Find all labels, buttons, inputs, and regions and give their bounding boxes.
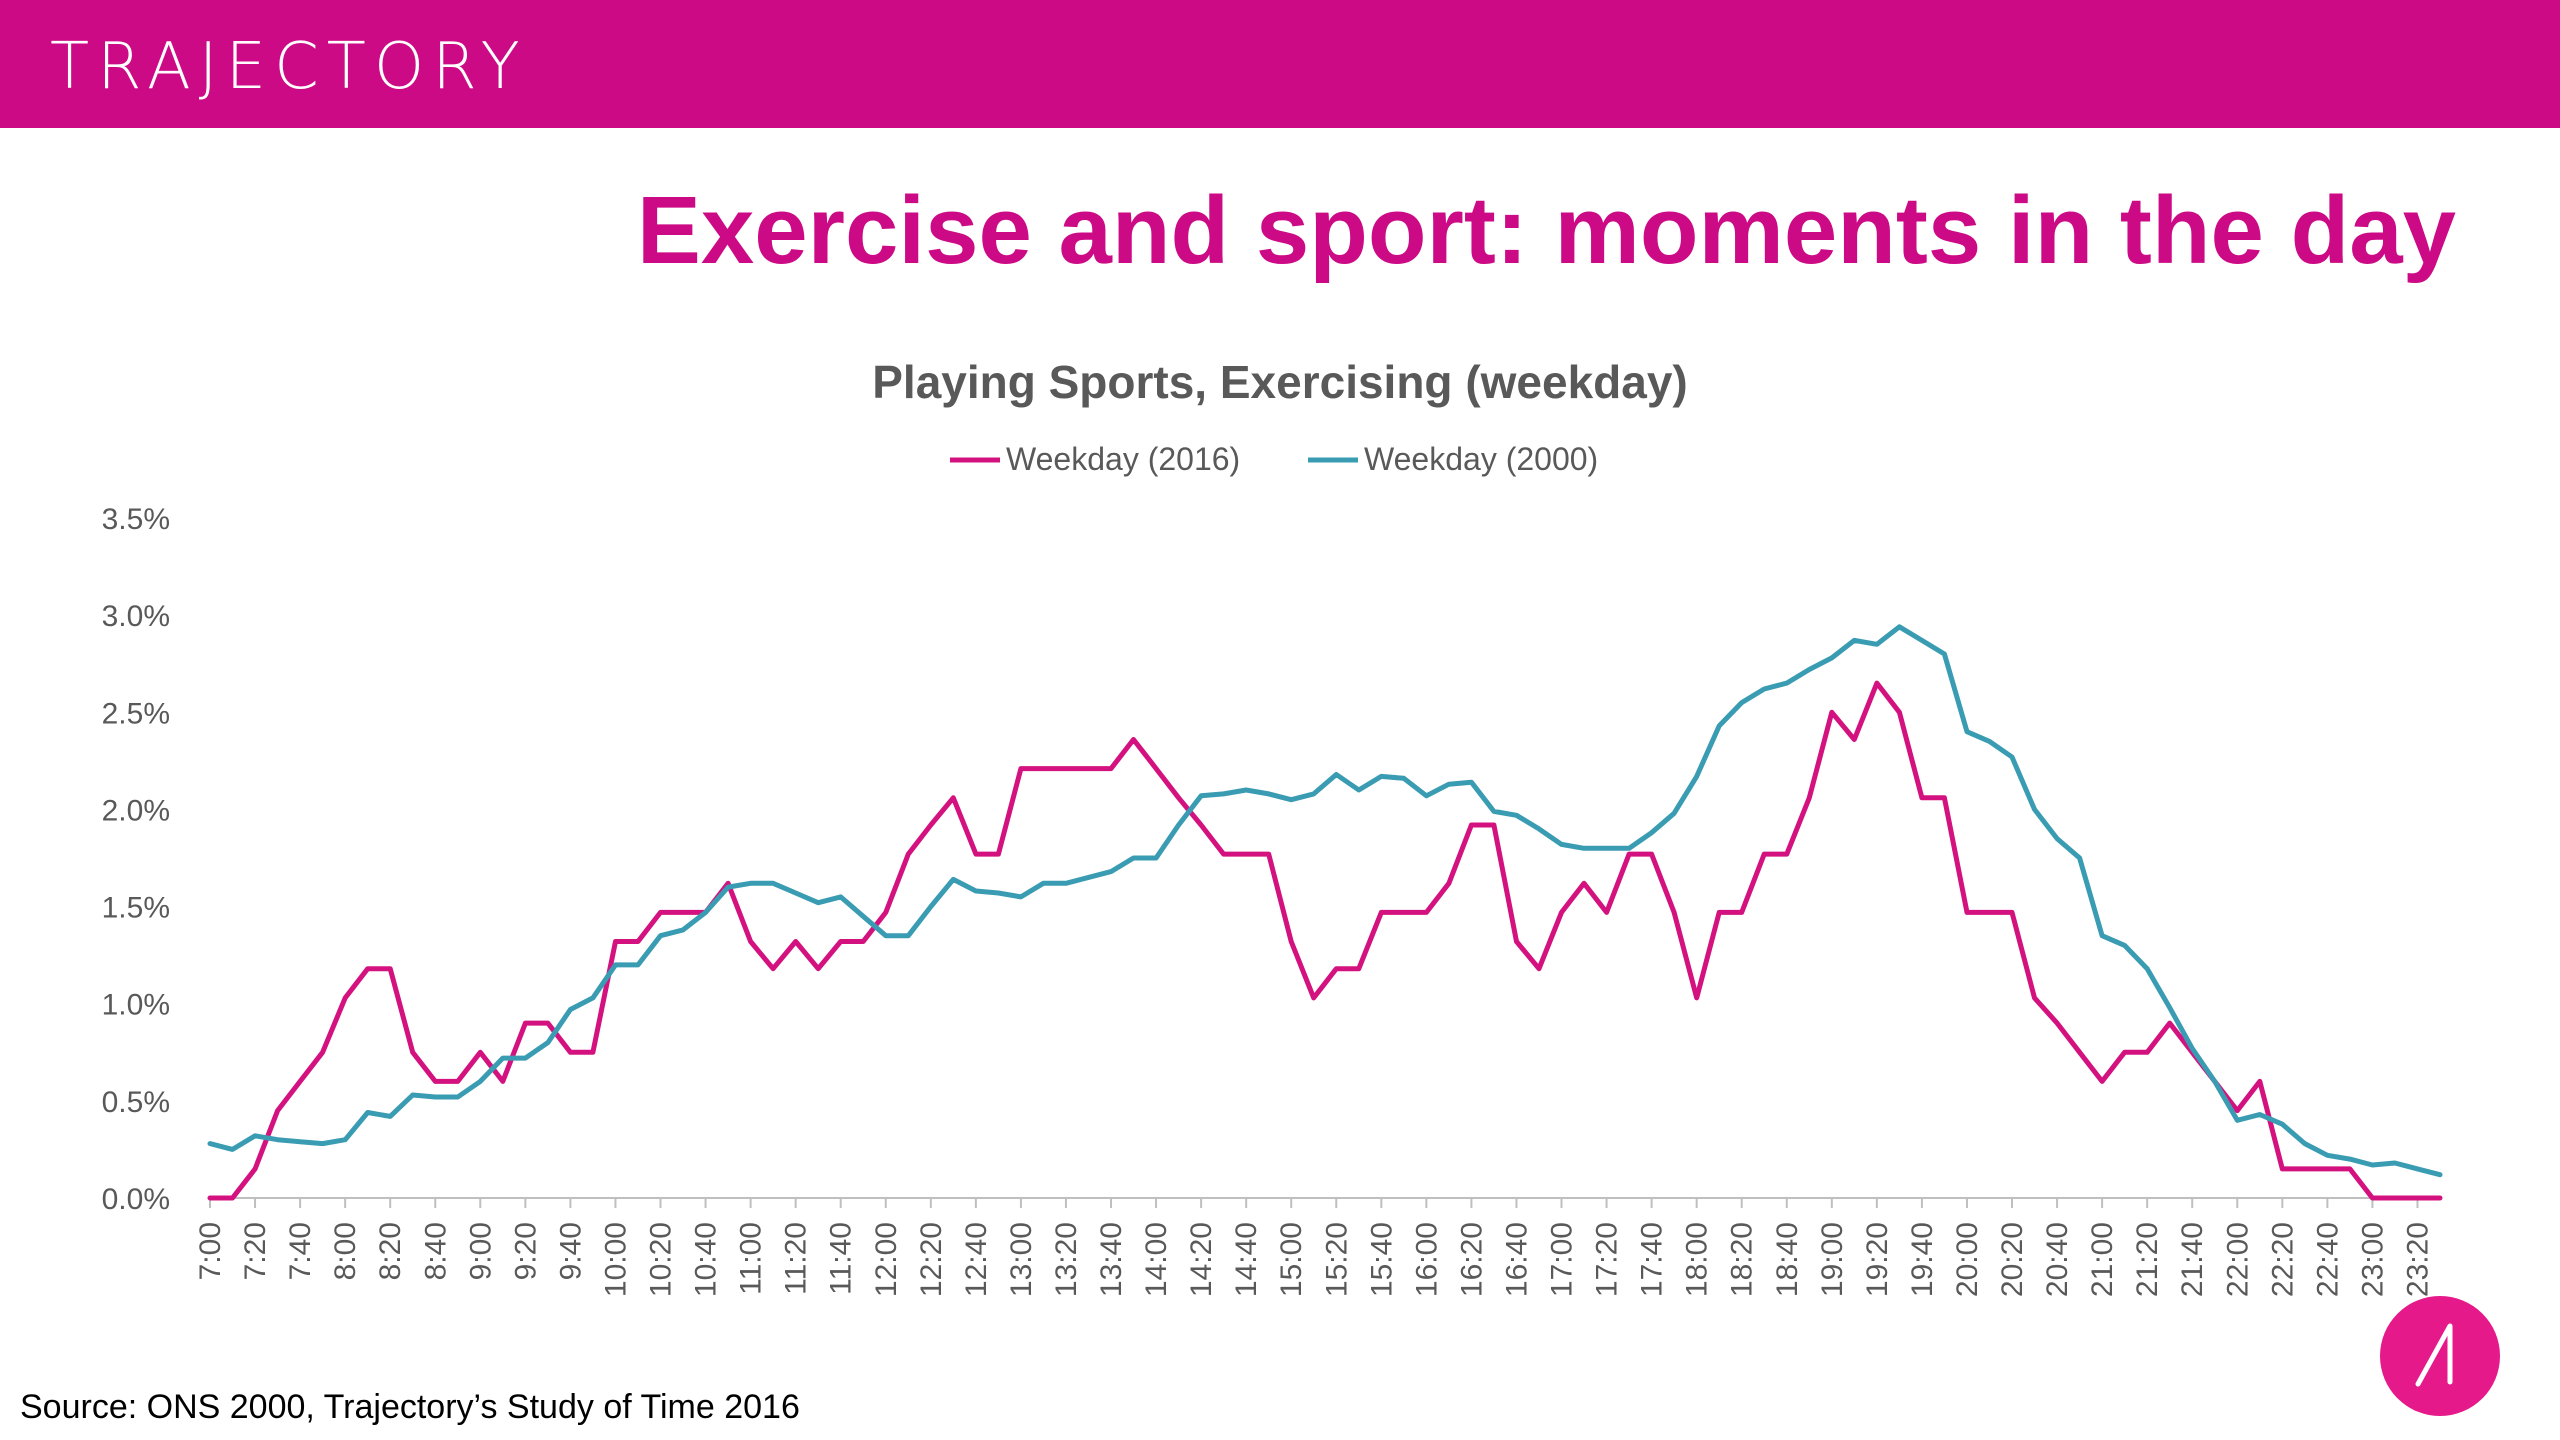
y-tick-label: 2.5% (102, 697, 170, 730)
x-tick-label: 8:20 (374, 1222, 407, 1280)
x-tick-label: 22:40 (2311, 1222, 2344, 1297)
x-tick-label: 12:40 (960, 1222, 993, 1297)
x-tick-label: 10:40 (690, 1222, 723, 1297)
x-tick-label: 7:00 (194, 1222, 227, 1280)
x-tick-label: 14:00 (1140, 1222, 1173, 1297)
y-tick-label: 1.0% (102, 989, 170, 1022)
x-tick-label: 23:00 (2356, 1222, 2389, 1297)
x-tick-label: 7:40 (284, 1222, 317, 1280)
x-tick-label: 22:00 (2221, 1222, 2254, 1297)
x-tick-label: 20:40 (2041, 1222, 2074, 1297)
header-bar: TRAJECTORY (0, 0, 2560, 128)
x-tick-label: 19:40 (1906, 1222, 1939, 1297)
x-tick-label: 10:20 (645, 1222, 678, 1297)
arrow-glyph-icon (2415, 1323, 2453, 1387)
x-tick-label: 11:20 (780, 1222, 813, 1295)
x-tick-label: 15:00 (1275, 1222, 1308, 1297)
series-line-2016 (207, 680, 2443, 1201)
x-tick-label: 9:20 (509, 1222, 542, 1280)
x-tick-label: 13:20 (1050, 1222, 1083, 1297)
x-tick-label: 16:00 (1410, 1222, 1443, 1297)
x-tick-label: 8:00 (329, 1222, 362, 1280)
x-tick-label: 19:00 (1816, 1222, 1849, 1297)
x-tick-label: 18:40 (1771, 1222, 1804, 1297)
x-tick-label: 19:20 (1861, 1222, 1894, 1297)
x-tick-label: 21:20 (2131, 1222, 2164, 1297)
x-tick-label: 11:00 (735, 1222, 768, 1295)
x-tick-label: 13:40 (1095, 1222, 1128, 1297)
x-tick-label: 13:00 (1005, 1222, 1038, 1297)
y-tick-label: 0.0% (102, 1183, 170, 1216)
x-tick-label: 17:20 (1591, 1222, 1624, 1297)
x-tick-label: 12:00 (870, 1222, 903, 1297)
x-tick-label: 10:00 (599, 1222, 632, 1297)
x-tick-label: 14:40 (1230, 1222, 1263, 1297)
x-tick-label: 20:20 (1996, 1222, 2029, 1297)
brand-logo: TRAJECTORY (50, 30, 528, 104)
y-tick-label: 0.5% (102, 1086, 170, 1119)
x-tick-label: 11:40 (825, 1222, 858, 1295)
x-tick-label: 20:00 (1951, 1222, 1984, 1297)
legend-label-2000: Weekday (2000) (1364, 441, 1598, 477)
x-tick-label: 21:00 (2086, 1222, 2119, 1297)
x-tick-label: 7:20 (239, 1222, 272, 1280)
y-tick-label: 3.5% (102, 503, 170, 536)
line-chart: Playing Sports, Exercising (weekday) Week… (102, 356, 2443, 1297)
y-tick-label: 2.0% (102, 794, 170, 827)
series-line-2000 (207, 624, 2443, 1178)
x-tick-label: 18:20 (1726, 1222, 1759, 1297)
y-tick-label: 1.5% (102, 892, 170, 925)
x-tick-label: 15:40 (1365, 1222, 1398, 1297)
page-title: Exercise and sport: moments in the day (636, 177, 2456, 284)
x-tick-label: 15:20 (1320, 1222, 1353, 1297)
x-tick-label: 9:40 (554, 1222, 587, 1280)
x-tick-label: 14:20 (1185, 1222, 1218, 1297)
chart-title: Playing Sports, Exercising (weekday) (872, 356, 1688, 408)
x-tick-label: 21:40 (2176, 1222, 2209, 1297)
x-tick-label: 23:20 (2401, 1222, 2434, 1297)
x-tick-label: 18:00 (1681, 1222, 1714, 1297)
trajectory-logo-icon (2380, 1296, 2500, 1416)
x-tick-label: 8:40 (419, 1222, 452, 1280)
legend-label-2016: Weekday (2016) (1006, 441, 1240, 477)
x-tick-label: 17:40 (1636, 1222, 1669, 1297)
x-tick-label: 22:20 (2266, 1222, 2299, 1297)
x-tick-label: 17:00 (1546, 1222, 1579, 1297)
x-tick-label: 16:40 (1500, 1222, 1533, 1297)
x-tick-label: 12:20 (915, 1222, 948, 1297)
x-tick-label: 9:00 (464, 1222, 497, 1280)
x-tick-label: 16:20 (1455, 1222, 1488, 1297)
source-note: Source: ONS 2000, Trajectory’s Study of … (20, 1388, 800, 1426)
y-tick-label: 3.0% (102, 600, 170, 633)
